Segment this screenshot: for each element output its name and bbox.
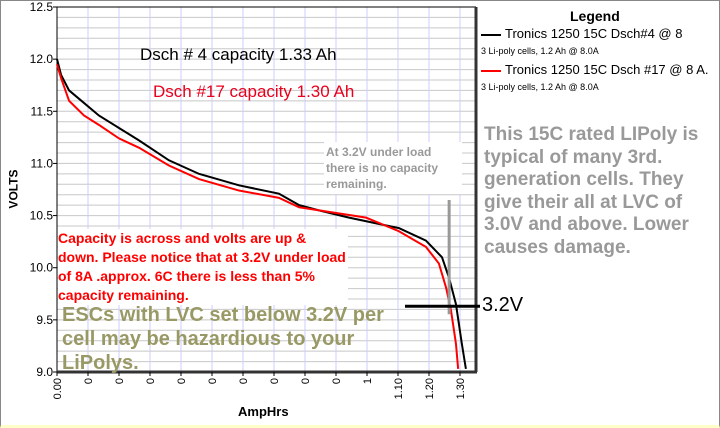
x-tick-label: 1.20 (424, 378, 436, 399)
x-tick-label: 0 (207, 378, 219, 384)
x-tick-label: 0 (83, 378, 95, 384)
x-axis-label: AmpHrs (238, 404, 289, 419)
y-axis-label: VOLTS (6, 169, 21, 209)
x-tick-label: 1 (362, 378, 374, 384)
series-line-dsch-17 (56, 64, 460, 369)
y-tick-label: 11.0 (31, 156, 54, 170)
x-tick-label: 0 (176, 378, 188, 384)
cutoff-label: 3.2V (482, 294, 524, 316)
x-tick-label: 0.00 (52, 378, 64, 399)
y-tick-label: 12.0 (30, 52, 54, 66)
legend-sub-1: 3 Li-poly cells, 1.2 Ah @ 8.0A (481, 46, 599, 56)
y-tick-label: 12.5 (30, 0, 54, 14)
y-tick-label: 9.0 (36, 365, 53, 379)
y-tick-label: 11.5 (31, 104, 54, 118)
legend-sub-2: 3 Li-poly cells, 1.2 Ah @ 8.0A (481, 82, 599, 92)
legend-entry-1: Tronics 1250 15C Dsch#4 @ 8 (481, 26, 682, 41)
x-tick-label: 0 (300, 378, 312, 384)
annotation-olive-note: ESCs with LVC set below 3.2V per cell ma… (62, 304, 384, 374)
legend-label: Tronics 1250 15C Dsch#4 @ 8 (505, 26, 683, 41)
x-tick-label: 0 (269, 378, 281, 384)
annotation-dsch4: Dsch # 4 capacity 1.33 Ah (140, 45, 337, 64)
y-tick-label: 9.5 (36, 313, 53, 327)
y-tick-label: 10.5 (30, 209, 54, 223)
x-tick-label: 1.10 (393, 378, 405, 399)
x-tick-label: 0 (145, 378, 157, 384)
x-tick-label: 1.30 (455, 378, 467, 399)
annotation-gray-box: At 3.2V under load there is no capacity … (324, 142, 462, 194)
annotation-dsch17: Dsch #17 capacity 1.30 Ah (153, 82, 355, 101)
x-tick-label: 0 (331, 378, 343, 384)
legend-label: Tronics 1250 15C Dsch #17 @ 8 A. (505, 62, 709, 77)
legend-title: Legend (570, 8, 620, 24)
annotation-right-note: This 15C rated LIPoly is typical of many… (484, 124, 699, 258)
x-tick-label: 0 (238, 378, 250, 384)
legend-swatch-black (481, 33, 501, 36)
legend-swatch-red (481, 69, 501, 72)
y-tick-label: 10.0 (30, 261, 54, 275)
x-tick-label: 0 (114, 378, 126, 384)
annotation-red-note: Capacity is across and volts are up & do… (58, 229, 348, 305)
legend-entry-2: Tronics 1250 15C Dsch #17 @ 8 A. (481, 62, 709, 77)
series-line-dsch-4 (56, 58, 467, 370)
